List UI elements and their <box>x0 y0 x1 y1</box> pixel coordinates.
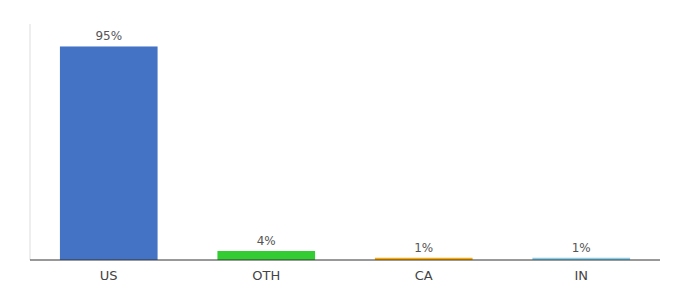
x-tick-label: CA <box>415 268 433 283</box>
x-tick-label: IN <box>574 268 588 283</box>
data-label: 4% <box>257 234 276 248</box>
data-label: 95% <box>95 29 122 43</box>
bars <box>60 46 630 260</box>
x-axis-line <box>30 260 660 261</box>
bar <box>217 251 315 260</box>
data-label: 1% <box>572 241 591 255</box>
y-axis-line <box>30 24 31 260</box>
chart: 95% 4% 1% 1% US OTH CA IN <box>0 0 680 300</box>
x-tick-label: US <box>100 268 118 283</box>
bar <box>60 46 158 260</box>
x-tick-label: OTH <box>252 268 280 283</box>
data-label: 1% <box>414 241 433 255</box>
